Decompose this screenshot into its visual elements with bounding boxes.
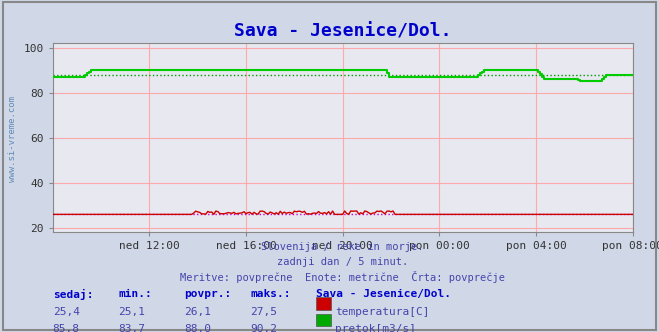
Text: 85,8: 85,8 — [53, 324, 80, 332]
Text: 25,1: 25,1 — [119, 307, 146, 317]
Text: 27,5: 27,5 — [250, 307, 277, 317]
Text: temperatura[C]: temperatura[C] — [335, 307, 429, 317]
Text: Sava - Jesenice/Dol.: Sava - Jesenice/Dol. — [316, 289, 451, 299]
Text: min.:: min.: — [119, 289, 152, 299]
Text: zadnji dan / 5 minut.: zadnji dan / 5 minut. — [277, 257, 409, 267]
Text: 83,7: 83,7 — [119, 324, 146, 332]
Text: Slovenija / reke in morje.: Slovenija / reke in morje. — [262, 242, 424, 252]
Text: 26,1: 26,1 — [185, 307, 212, 317]
Text: maks.:: maks.: — [250, 289, 291, 299]
FancyBboxPatch shape — [316, 297, 331, 310]
Text: www.si-vreme.com: www.si-vreme.com — [8, 96, 17, 183]
Text: pretok[m3/s]: pretok[m3/s] — [335, 324, 416, 332]
Text: 25,4: 25,4 — [53, 307, 80, 317]
Text: Meritve: povprečne  Enote: metrične  Črta: povprečje: Meritve: povprečne Enote: metrične Črta:… — [180, 271, 505, 283]
Text: 88,0: 88,0 — [185, 324, 212, 332]
Title: Sava - Jesenice/Dol.: Sava - Jesenice/Dol. — [234, 22, 451, 40]
Text: sedaj:: sedaj: — [53, 289, 93, 300]
Text: povpr.:: povpr.: — [185, 289, 232, 299]
FancyBboxPatch shape — [316, 314, 331, 326]
Text: 90,2: 90,2 — [250, 324, 277, 332]
